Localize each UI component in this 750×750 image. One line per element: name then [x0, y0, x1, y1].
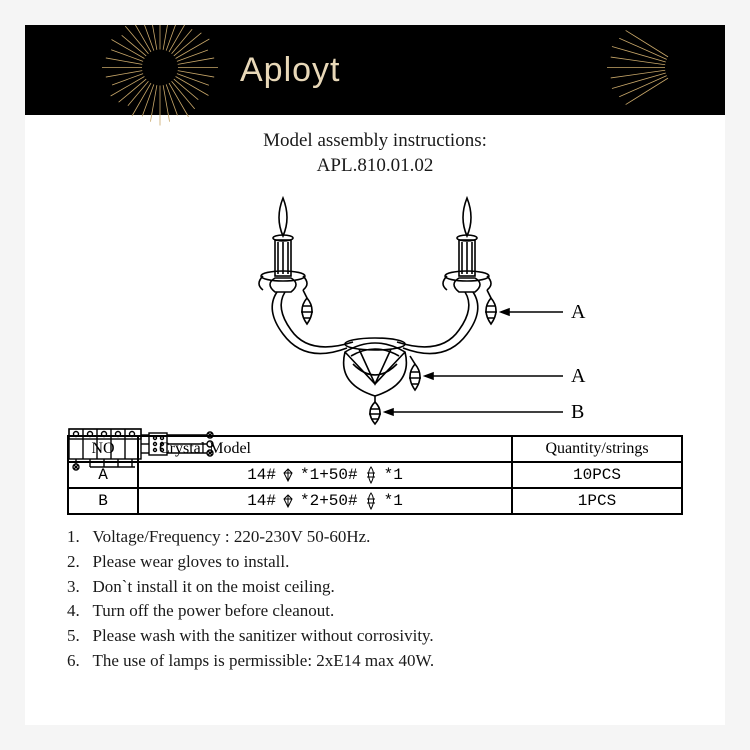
- instruction-item: 6. The use of lamps is permissible: 2xE1…: [67, 649, 683, 674]
- instruction-item: 1. Voltage/Frequency : 220-230V 50-60Hz.: [67, 525, 683, 550]
- instruction-sheet: Aployt Model assembly instructions: APL.…: [25, 25, 725, 725]
- cell-qty: 1PCS: [512, 488, 682, 514]
- crystal-large-icon: [364, 466, 378, 484]
- cell-qty: 10PCS: [512, 462, 682, 488]
- brand-banner: Aployt: [25, 25, 725, 115]
- sunburst-left-icon: [100, 25, 220, 133]
- callout-a2: A: [571, 365, 586, 387]
- callout-a1: A: [571, 301, 586, 323]
- sconce-diagram: A A B: [25, 184, 725, 429]
- instructions-list: 1. Voltage/Frequency : 220-230V 50-60Hz.…: [67, 525, 683, 673]
- cell-no: B: [68, 488, 138, 514]
- instruction-item: 3. Don`t install it on the moist ceiling…: [67, 575, 683, 600]
- crystal-small-icon: [282, 468, 294, 482]
- title-line2: APL.810.01.02: [25, 154, 725, 179]
- instruction-item: 5. Please wash with the sanitizer withou…: [67, 624, 683, 649]
- brand-name: Aployt: [240, 51, 341, 90]
- callout-b: B: [571, 401, 584, 423]
- crystal-large-icon: [364, 492, 378, 510]
- table-row: B 14# *2+50# *1 1PCS: [68, 488, 682, 514]
- instruction-item: 4. Turn off the power before cleanout.: [67, 599, 683, 624]
- sunburst-right-icon: [605, 25, 725, 153]
- cell-model: 14# *2+50# *1: [138, 488, 512, 514]
- th-qty: Quantity/strings: [512, 436, 682, 462]
- instruction-item: 2. Please wear gloves to install.: [67, 550, 683, 575]
- crystal-small-icon: [282, 494, 294, 508]
- wiring-diagram: [67, 427, 217, 478]
